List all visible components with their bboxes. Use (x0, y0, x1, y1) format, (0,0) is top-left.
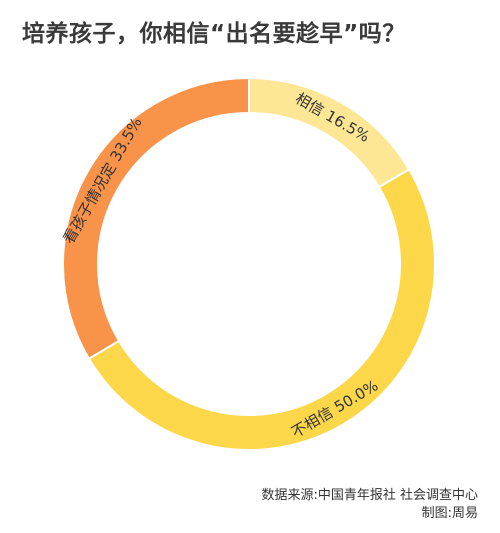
pie-slice (87, 167, 436, 451)
data-source: 数据来源:中国青年报社 社会调查中心 (261, 488, 478, 503)
pie-slice (62, 76, 250, 361)
chart-credit: 制图:周易 (421, 506, 478, 521)
pie-slice (248, 76, 411, 189)
chart-title: 培养孩子，你相信“出名要趁早”吗？ (22, 21, 406, 47)
chart-footer: 数据来源:中国青年报社 社会调查中心 制图:周易 (261, 487, 478, 523)
